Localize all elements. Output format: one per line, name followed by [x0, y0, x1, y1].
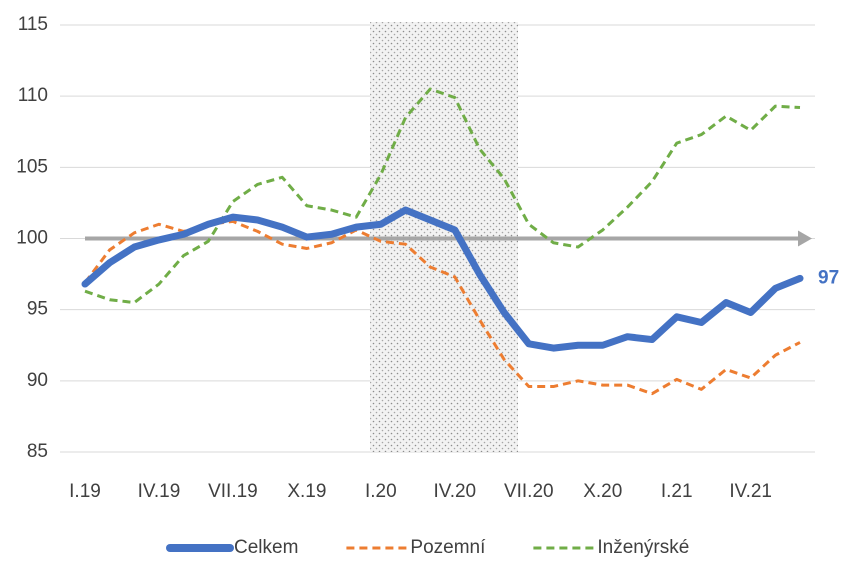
x-tick-label: I.20 — [365, 481, 397, 502]
x-tick-label: IV.21 — [729, 481, 772, 502]
legend-label: Inženýrské — [597, 537, 689, 558]
x-tick-label: VII.19 — [208, 481, 258, 502]
y-tick-label: 115 — [18, 14, 48, 35]
x-tick-label: IV.20 — [434, 481, 477, 502]
x-tick-label: I.21 — [661, 481, 693, 502]
plot: 97 — [81, 87, 839, 396]
y-tick-label: 90 — [27, 370, 48, 391]
y-tick-label: 105 — [16, 156, 48, 177]
x-tick-label: IV.19 — [138, 481, 181, 502]
x-tick-label: X.19 — [287, 481, 326, 502]
legend-label: Celkem — [234, 537, 298, 558]
legend-label: Pozemní — [410, 537, 486, 558]
x-tick-label: I.19 — [69, 481, 101, 502]
series-line — [84, 87, 801, 305]
data-label: 97 — [818, 267, 839, 288]
reference-arrow — [798, 230, 812, 247]
x-tick-label: X.20 — [583, 481, 622, 502]
y-tick-label: 110 — [18, 85, 48, 106]
y-tick-label: 100 — [16, 228, 48, 249]
y-tick-label: 85 — [27, 441, 48, 462]
x-tick-label: VII.20 — [504, 481, 554, 502]
y-tick-label: 95 — [27, 299, 48, 320]
series-line — [81, 206, 804, 352]
legend: Celkem Pozemní Inženýrské — [166, 537, 689, 558]
